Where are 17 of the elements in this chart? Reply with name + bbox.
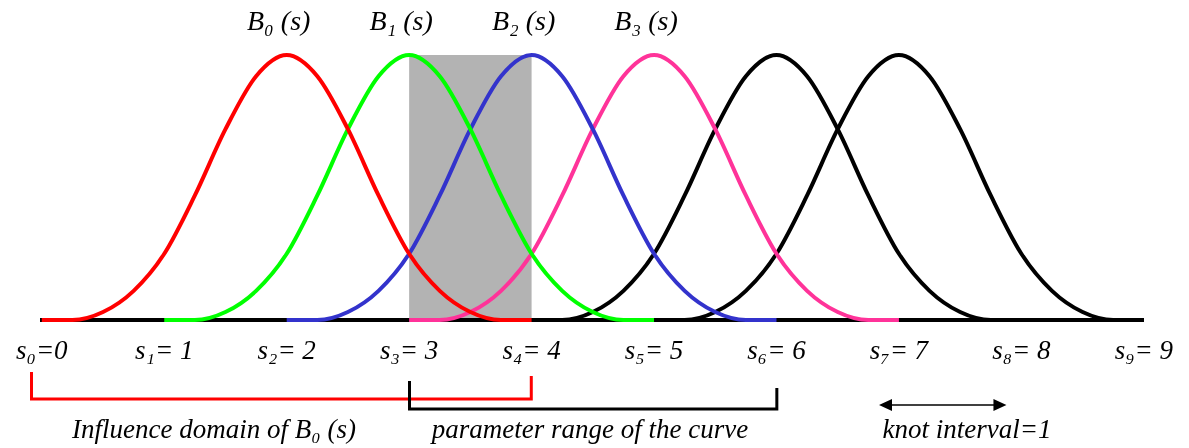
text: knot interval=1 (882, 414, 1052, 444)
x-tick-label: s₆= 6 (747, 335, 807, 366)
series-label: B₃ (s) (614, 5, 678, 36)
text: parameter range of the curve (429, 414, 749, 444)
series-label: B₁ (s) (369, 5, 433, 36)
x-tick-label: s₇= 7 (869, 335, 930, 366)
x-tick-label: s₂= 2 (257, 335, 316, 366)
x-tick-label: s₈= 8 (992, 335, 1052, 366)
x-tick-label: s₃= 3 (379, 335, 439, 366)
x-tick-label: s₅= 5 (624, 335, 684, 366)
series-label: B₂ (s) (491, 5, 556, 36)
x-tick-label: s₀=0 (15, 335, 69, 366)
x-tick-label: s₉= 9 (1114, 335, 1174, 366)
series-label: B₀ (s) (247, 5, 311, 36)
x-tick-label: s₁= 1 (135, 335, 194, 366)
x-tick-label: s₄= 4 (502, 335, 561, 366)
text: Influence domain of B₀ (s) (71, 414, 356, 444)
